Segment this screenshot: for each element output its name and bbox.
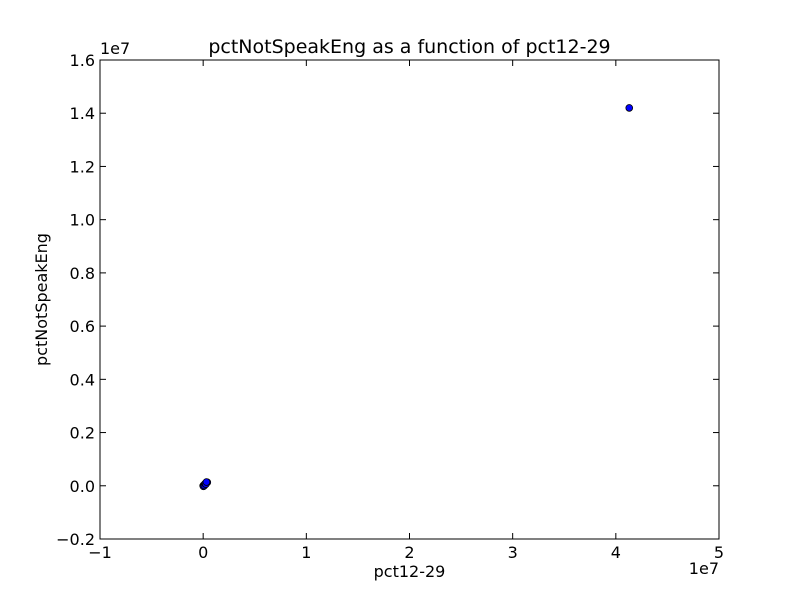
y-tick-label: 0.4 [70,370,95,389]
y-tick-label: 1.2 [70,157,95,176]
x-axis-offset-label: 1e7 [689,559,719,578]
y-tick-label: 1.4 [70,104,95,123]
y-tick-label: 0.8 [70,264,95,283]
plot-frame [99,59,720,540]
x-tick-label: 0 [198,543,208,562]
chart-title: pctNotSpeakEng as a function of pct12-29 [208,36,610,58]
x-axis-ticks: −1 0 1 2 3 4 5 [88,60,724,562]
y-tick-label: 1.0 [70,211,95,230]
x-tick-label: 4 [611,543,621,562]
data-point [625,104,634,112]
y-tick-label: 0.0 [70,477,95,496]
x-axis-label: pct12-29 [374,562,446,581]
data-points [199,104,634,491]
y-tick-label: −0.2 [56,530,95,549]
x-tick-label: 1 [301,543,311,562]
y-tick-label: 1.6 [70,51,95,70]
x-tick-label: 3 [508,543,518,562]
y-axis-offset-label: 1e7 [100,39,130,58]
x-tick-label: −1 [88,543,112,562]
data-point [202,478,211,486]
y-axis-label: pctNotSpeakEng [32,233,51,366]
x-tick-label: 5 [714,543,724,562]
x-tick-label: 2 [404,543,414,562]
y-tick-label: 0.2 [70,424,95,443]
y-tick-label: 0.6 [70,317,95,336]
y-axis-ticks: −0.2 0.0 0.2 0.4 0.6 0.8 1.0 1.2 1.4 1.6 [56,51,719,549]
